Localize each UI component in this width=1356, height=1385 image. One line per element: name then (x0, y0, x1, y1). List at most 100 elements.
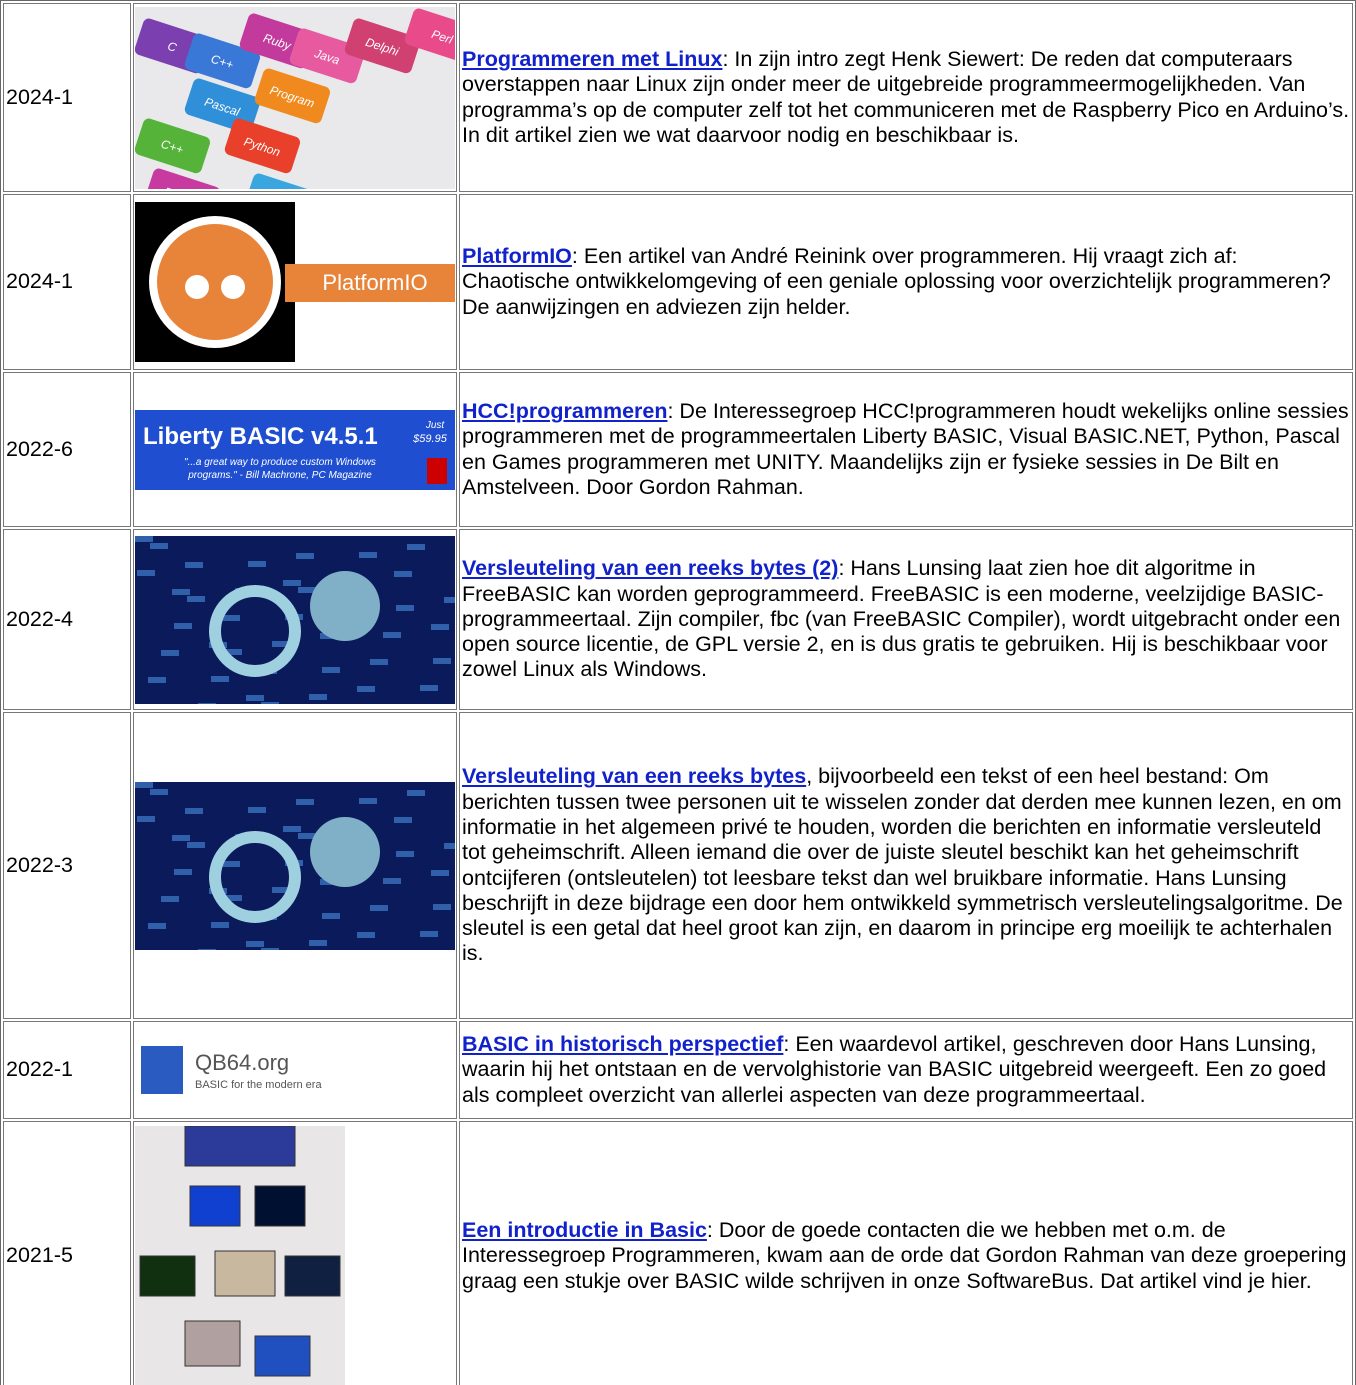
key-label: C++ (209, 51, 235, 71)
description-text: : In zijn intro zegt Henk Siewert: De re… (462, 46, 1350, 147)
stripe (309, 939, 327, 946)
banner-quote: programs." - Bill Machrone, PC Magazine (187, 470, 372, 481)
thumbnail-cell (133, 1121, 457, 1385)
description-text: : Door de goede contacten die we hebben … (462, 1218, 1347, 1293)
stripe (322, 666, 340, 673)
thumbnail-cell: C C++ Ruby Java Delphi Perl Pascal Program C++ Py… (133, 3, 457, 192)
stripe (444, 842, 455, 849)
bg (135, 409, 455, 490)
article-row: 2024-1 C C++ Ruby Java Delphi Perl Pascal Progra… (3, 3, 1353, 192)
stripe (135, 535, 153, 542)
key-cap (135, 118, 211, 173)
banner-title: Liberty BASIC v4.5.1 (143, 423, 378, 450)
stripe (261, 947, 279, 950)
eye (185, 275, 209, 299)
stripe (433, 657, 451, 664)
banner-price: $59.95 (412, 433, 448, 445)
stripe (246, 940, 264, 947)
logo-inner (157, 224, 273, 340)
description: PlatformIO: Een artikel van André Reinin… (459, 194, 1353, 370)
stripe (187, 595, 205, 602)
article-row: 2022-4 Versleuteling van een reeks bytes … (3, 529, 1353, 710)
article-link[interactable]: HCC!programmeren (462, 398, 668, 423)
key-label: Perl (430, 26, 455, 46)
stripe (172, 588, 190, 595)
stripe (137, 569, 155, 576)
thumbnail-cell: QB64.org BASIC for the modern era (133, 1021, 457, 1119)
thumbnail (135, 781, 455, 950)
stripe (322, 912, 340, 919)
article-link[interactable]: Versleuteling van een reeks bytes (2) (462, 556, 839, 581)
description-text: , bijvoorbeeld een tekst of een heel bes… (462, 764, 1343, 966)
stripe (211, 921, 229, 928)
date: 2024-1 (3, 194, 131, 370)
key: Python (224, 118, 301, 173)
stripe (174, 868, 192, 875)
stripe (272, 640, 290, 647)
article-row: 2022-1 QB64.org BASIC for the modern era BA… (3, 1021, 1353, 1119)
screenshot (254, 1185, 306, 1227)
key-cap (254, 68, 331, 123)
stripe (370, 904, 388, 911)
key: Python (144, 168, 221, 189)
thumbnail-cell (133, 712, 457, 1019)
article-link[interactable]: Een introductie in Basic (462, 1218, 707, 1243)
stripe (370, 658, 388, 665)
date: 2022-1 (3, 1021, 131, 1119)
key-cap (404, 8, 455, 63)
article-link[interactable]: Programmeren met Linux (462, 46, 723, 71)
stripe (444, 596, 455, 603)
screenshot (184, 1126, 296, 1167)
stripe (433, 903, 451, 910)
article-rows: 2024-1 C C++ Ruby Java Delphi Perl Pascal Progra… (3, 3, 1353, 1385)
screenshot (214, 1250, 276, 1297)
stripe (148, 922, 166, 929)
screenshot (184, 1320, 241, 1367)
logo-sub: BASIC for the modern era (195, 1079, 322, 1091)
banner-quote: "...a great way to produce custom Window… (184, 457, 376, 468)
pc-logo (427, 457, 447, 484)
key-cap (344, 18, 421, 73)
stripe (296, 552, 314, 559)
stripe (431, 623, 449, 630)
stripe (172, 834, 190, 841)
key: Perl (404, 8, 455, 63)
stripe (246, 694, 264, 701)
stripe (394, 816, 412, 823)
stripe (135, 781, 153, 788)
stripe (185, 561, 203, 568)
article-row: 2022-3 Versleuteling van een reeks bytes,… (3, 712, 1353, 1019)
stripe (150, 788, 168, 795)
logo-text: PlatformIO (322, 270, 427, 295)
article-link[interactable]: Versleuteling van een reeks bytes (462, 764, 807, 789)
stripe (431, 869, 449, 876)
key: Delphi (344, 18, 421, 73)
stripe (359, 551, 377, 558)
date: 2024-1 (3, 3, 131, 192)
stripe (224, 894, 242, 901)
description: Versleuteling van een reeks bytes (2): H… (459, 529, 1353, 710)
key-head (310, 816, 380, 887)
key-cap (244, 173, 321, 189)
description-text: : Een artikel van André Reinink over pro… (462, 244, 1331, 319)
key-cap (224, 118, 301, 173)
description: Versleuteling van een reeks bytes, bijvo… (459, 712, 1353, 1019)
stripe (357, 685, 375, 692)
stripe (298, 586, 316, 593)
article-link[interactable]: BASIC in historisch perspectief (462, 1032, 784, 1057)
screenshot (254, 1335, 311, 1377)
stripe (248, 560, 266, 567)
stripe (148, 676, 166, 683)
key: PL-SQL (244, 173, 321, 189)
stripe (248, 806, 266, 813)
key: C++ (135, 118, 211, 173)
article-link[interactable]: PlatformIO (462, 244, 572, 269)
icon (141, 1046, 183, 1094)
stripe (161, 649, 179, 656)
logo-text: QB64.org (195, 1050, 289, 1075)
thumbnail (135, 535, 455, 704)
thumbnail-cell: Liberty BASIC v4.5.1 Just $59.95 "...a grea… (133, 372, 457, 527)
description: Programmeren met Linux: In zijn intro ze… (459, 3, 1353, 192)
